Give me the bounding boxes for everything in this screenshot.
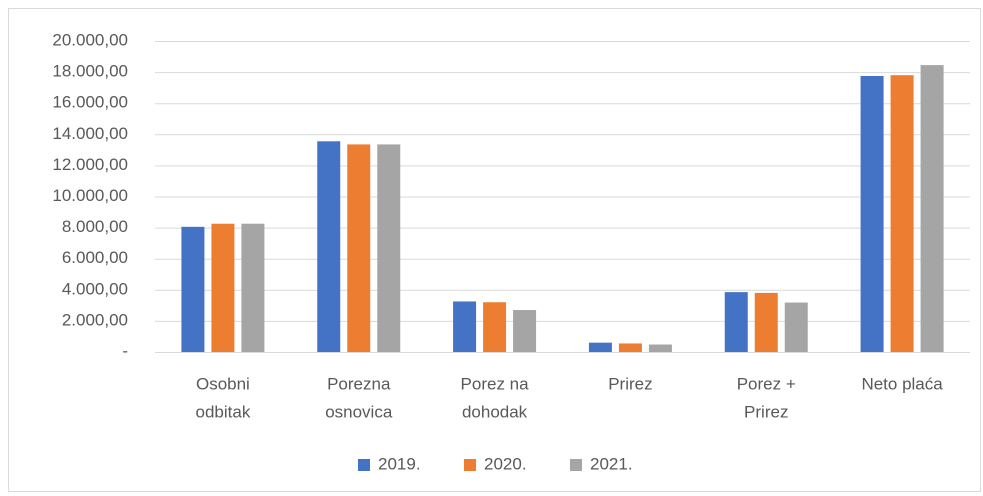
- bar: [588, 342, 612, 352]
- y-tick-label: -: [122, 341, 128, 360]
- bar: [453, 301, 477, 352]
- y-tick-label: 20.000,00: [52, 30, 128, 49]
- bar: [860, 75, 884, 353]
- y-tick-label: 6.000,00: [62, 248, 128, 267]
- y-tick-label: 10.000,00: [52, 186, 128, 205]
- bar: [724, 292, 748, 352]
- y-tick-label: 18.000,00: [52, 62, 128, 81]
- bar: [181, 226, 205, 352]
- bar: [920, 65, 944, 352]
- bar: [754, 292, 778, 352]
- bar: [241, 223, 265, 352]
- legend-swatch: [358, 459, 370, 471]
- bar: [890, 75, 914, 353]
- bar: [377, 144, 401, 352]
- bar: [784, 302, 808, 352]
- y-tick-label: 4.000,00: [62, 279, 128, 298]
- x-tick-label: Porezna: [327, 374, 391, 393]
- x-tick-label: osnovica: [325, 402, 393, 421]
- x-tick-label: odbitak: [196, 402, 251, 421]
- x-tick-label: Prirez: [608, 374, 652, 393]
- x-tick-label: Porez +: [737, 374, 796, 393]
- bar: [317, 141, 341, 352]
- bar: [618, 343, 642, 352]
- bar: [483, 302, 507, 352]
- bar: [211, 223, 235, 352]
- legend-label: 2019.: [378, 454, 421, 473]
- legend-swatch: [464, 459, 476, 471]
- bar: [347, 144, 371, 352]
- legend-swatch: [570, 459, 582, 471]
- x-tick-label: Porez na: [461, 374, 530, 393]
- y-tick-label: 2.000,00: [62, 310, 128, 329]
- chart-frame: [8, 8, 981, 492]
- y-tick-label: 12.000,00: [52, 155, 128, 174]
- x-tick-label: Prirez: [744, 402, 788, 421]
- bar: [648, 344, 672, 352]
- y-tick-label: 16.000,00: [52, 93, 128, 112]
- legend-label: 2020.: [484, 454, 527, 473]
- x-tick-label: Neto plaća: [861, 374, 943, 393]
- x-tick-label: Osobni: [196, 374, 250, 393]
- y-tick-label: 14.000,00: [52, 124, 128, 143]
- x-tick-label: dohodak: [462, 402, 528, 421]
- legend-label: 2021.: [590, 454, 633, 473]
- y-tick-label: 8.000,00: [62, 217, 128, 236]
- bar: [513, 310, 537, 352]
